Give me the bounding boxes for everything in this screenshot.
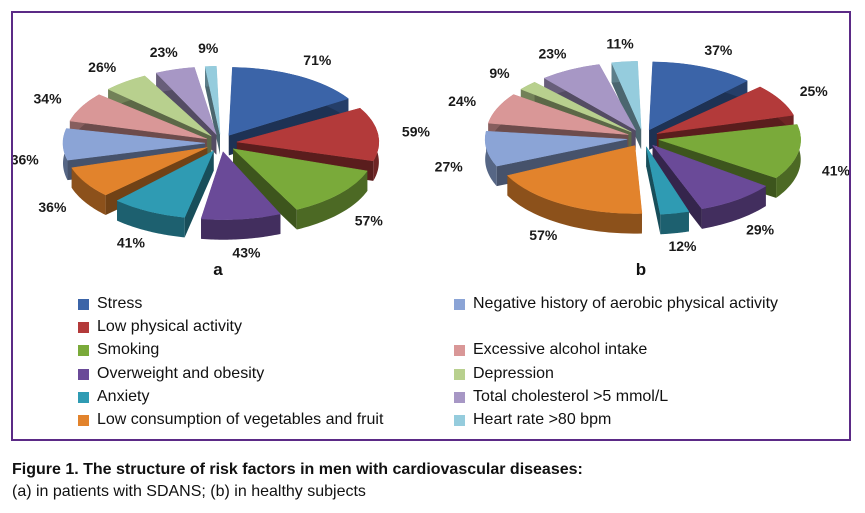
legend-label-6: Low consumption of vegetables and fruit — [97, 411, 384, 428]
slice-label-b-10: 23% — [538, 46, 567, 62]
legend-label-4: Overweight and obesity — [97, 365, 265, 382]
slice-label-a-5: 41% — [117, 235, 146, 251]
slice-label-b-2: 25% — [800, 83, 829, 99]
legend-label-5: Anxiety — [97, 388, 150, 405]
legend-swatch-2 — [78, 322, 89, 333]
panel-letter-b: b — [636, 260, 646, 279]
legend-item-4: Overweight and obesity — [78, 363, 457, 384]
legend-item-9: Depression — [454, 363, 803, 384]
slice-label-a-10: 23% — [150, 44, 179, 60]
legend-item-10: Total cholesterol >5 mmol/L — [454, 386, 803, 407]
legend-label-10: Total cholesterol >5 mmol/L — [473, 388, 669, 405]
legend-swatch-1 — [78, 299, 89, 310]
legend-item-1: Stress — [78, 293, 457, 314]
slice-a-3 — [232, 148, 368, 230]
slice-label-a-8: 34% — [34, 90, 63, 106]
slice-label-b-5: 12% — [668, 238, 697, 254]
legend-item-3: Smoking — [78, 339, 457, 360]
slice-b-4 — [651, 144, 767, 229]
legend-swatch-4 — [78, 369, 89, 380]
slice-label-b-4: 29% — [746, 221, 775, 237]
caption-subtitle: (a) in patients with SDANS; (b) in healt… — [12, 483, 366, 500]
slice-b-6 — [506, 145, 643, 234]
legend-swatch-5 — [78, 392, 89, 403]
legend-item-5: Anxiety — [78, 386, 457, 407]
legend-swatch-3 — [78, 345, 89, 356]
pie-b: 37% 25% 41% 29% 12% 57% 27% 24% 9% 23% 11% b — [435, 35, 849, 279]
slice-b-5 — [645, 146, 690, 235]
pie-a: 71% 59% 57% 43% 41% 36% 36% 34% 26% 23% 9% a — [13, 40, 431, 279]
legend-item-6: Low consumption of vegetables and fruit — [78, 409, 457, 430]
slice-label-b-11: 11% — [606, 35, 634, 51]
slice-label-b-8: 24% — [448, 93, 477, 109]
slice-label-b-3: 41% — [822, 163, 849, 179]
slice-label-a-11: 9% — [198, 40, 219, 56]
slice-label-a-2: 59% — [402, 124, 431, 140]
pie-charts: 71% 59% 57% 43% 41% 36% 36% 34% 26% 23% 9% a 37% 25% 4… — [13, 35, 849, 279]
slice-label-b-7: 27% — [435, 159, 464, 175]
legend: Stress Low physical activity Smoking Overwe… — [13, 13, 853, 443]
legend-swatch-6 — [78, 415, 89, 426]
legend-label-3: Smoking — [97, 341, 160, 358]
legend-swatch-9 — [454, 369, 465, 380]
slice-label-b-1: 37% — [704, 42, 733, 58]
legend-label-8: Excessive alcohol intake — [473, 341, 648, 358]
legend-label-7: Negative history of aerobic physical act… — [473, 295, 779, 312]
legend-swatch-8 — [454, 345, 465, 356]
slice-label-b-9: 9% — [489, 65, 510, 81]
slice-label-a-4: 43% — [232, 244, 261, 260]
slice-label-a-9: 26% — [88, 59, 117, 75]
legend-item-8: Excessive alcohol intake — [454, 339, 803, 360]
figure-frame: 71% 59% 57% 43% 41% 36% 36% 34% 26% 23% 9% a 37% 25% 4… — [11, 11, 851, 441]
legend-swatch-10 — [454, 392, 465, 403]
legend-item-2: Low physical activity — [78, 316, 457, 337]
legend-item-11: Heart rate >80 bpm — [454, 409, 803, 430]
legend-swatch-7 — [454, 299, 465, 310]
slice-label-a-1: 71% — [303, 52, 332, 68]
caption-title: Figure 1. The structure of risk factors … — [12, 461, 583, 478]
slice-a-11 — [204, 65, 221, 155]
slice-a-5 — [116, 150, 215, 238]
slice-label-a-7: 36% — [13, 152, 39, 168]
legend-label-1: Stress — [97, 295, 143, 312]
legend-label-9: Depression — [473, 365, 554, 382]
legend-label-2: Low physical activity — [97, 318, 242, 335]
slice-label-b-6: 57% — [529, 227, 558, 243]
figure-caption: Figure 1. The structure of risk factors … — [12, 459, 857, 503]
legend-label-11: Heart rate >80 bpm — [473, 411, 612, 428]
slice-label-a-3: 57% — [355, 213, 384, 229]
panel-letter-a: a — [213, 260, 223, 279]
slice-label-a-6: 36% — [38, 199, 67, 215]
legend-item-7: Negative history of aerobic physical act… — [454, 293, 783, 314]
legend-swatch-11 — [454, 415, 465, 426]
slice-a-4 — [200, 151, 281, 240]
